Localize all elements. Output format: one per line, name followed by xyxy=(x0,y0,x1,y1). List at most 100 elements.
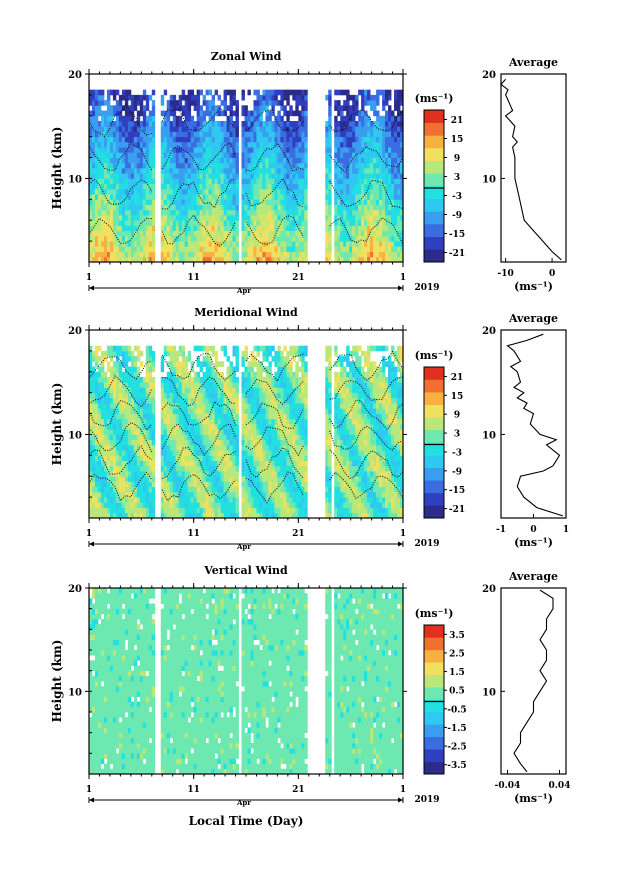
heatmap-cell xyxy=(121,403,126,409)
heatmap-cell xyxy=(94,230,99,237)
heatmap-cell xyxy=(232,131,236,138)
heatmap-cell xyxy=(89,230,93,237)
heatmap-cell xyxy=(106,439,111,446)
heatmap-cell xyxy=(112,199,117,205)
heatmap-cell xyxy=(373,199,377,205)
heatmap-cell xyxy=(136,413,141,420)
heatmap-cell xyxy=(352,147,356,153)
heatmap-cell xyxy=(181,131,186,138)
heatmap-cell xyxy=(235,126,239,132)
heatmap-cell xyxy=(370,178,374,185)
heatmap-cell xyxy=(289,204,293,211)
heatmap-cell xyxy=(220,126,224,132)
heatmap-cell xyxy=(274,147,278,153)
heatmap-cell xyxy=(97,413,102,420)
heatmap-cell xyxy=(160,215,165,221)
heatmap-cell xyxy=(211,147,215,153)
heatmap-cell xyxy=(145,455,150,461)
heatmap-cell xyxy=(133,403,138,409)
heatmap-cell xyxy=(340,136,344,143)
heatmap-cell xyxy=(190,491,195,498)
heatmap-cell xyxy=(142,246,147,252)
heatmap-cell xyxy=(109,136,114,143)
heatmap-cell xyxy=(343,100,347,106)
heatmap-cell xyxy=(400,168,404,174)
heatmap-cell xyxy=(208,413,213,420)
heatmap-cell xyxy=(268,168,272,174)
heatmap-cell xyxy=(211,476,215,482)
heatmap-cell xyxy=(271,110,275,117)
heatmap-cell xyxy=(397,157,401,164)
heatmap-cell xyxy=(235,392,239,399)
heatmap-cell xyxy=(304,183,308,190)
heatmap-cell xyxy=(373,230,377,237)
heatmap-cell xyxy=(127,204,132,211)
heatmap-cell xyxy=(196,476,201,482)
heatmap-cell xyxy=(385,209,389,216)
heatmap-cell xyxy=(391,235,395,242)
heatmap-cell xyxy=(199,230,204,237)
heatmap-cell xyxy=(268,204,272,211)
heatmap-cell xyxy=(298,241,302,247)
heatmap-cell xyxy=(235,418,239,425)
heatmap-cell xyxy=(265,424,269,430)
heatmap-cell xyxy=(367,121,371,127)
heatmap-cell xyxy=(136,403,141,409)
heatmap-cell xyxy=(256,241,260,247)
heatmap-cell xyxy=(187,403,192,409)
heatmap-cell xyxy=(118,220,123,226)
heatmap-cell xyxy=(94,136,99,143)
heatmap-cell xyxy=(94,439,99,446)
heatmap-cell xyxy=(208,460,213,467)
heatmap-cell xyxy=(118,199,123,205)
heatmap-cell xyxy=(370,199,374,205)
heatmap-cell xyxy=(91,512,96,519)
heatmap-cell xyxy=(112,403,117,409)
heatmap-cell xyxy=(355,220,359,226)
heatmap-cell xyxy=(115,126,120,132)
heatmap-cell xyxy=(178,382,183,388)
heatmap-cell xyxy=(139,465,144,472)
heatmap-cell xyxy=(166,225,171,232)
heatmap-cell xyxy=(271,147,275,153)
heatmap-cell xyxy=(184,241,189,247)
heatmap-cell xyxy=(214,157,218,164)
heatmap-cell xyxy=(145,356,150,362)
heatmap-cell xyxy=(220,136,224,143)
heatmap-cell xyxy=(139,439,144,446)
heatmap-cell xyxy=(229,392,233,399)
heatmap-cell xyxy=(217,225,221,232)
heatmap-cell xyxy=(115,460,120,467)
heatmap-cell xyxy=(136,194,141,200)
heatmap-cell xyxy=(91,173,96,179)
heatmap-cell xyxy=(283,225,287,232)
heatmap-cell xyxy=(109,173,114,179)
heatmap-cell xyxy=(196,481,201,488)
heatmap-cell xyxy=(397,235,401,242)
heatmap-cell xyxy=(124,465,129,472)
heatmap-cell xyxy=(355,168,359,174)
heatmap-cell xyxy=(184,403,189,409)
heatmap-cell xyxy=(211,424,215,430)
heatmap-cell xyxy=(232,502,236,508)
heatmap-cell xyxy=(118,162,123,169)
heatmap-cell xyxy=(301,89,305,96)
heatmap-cell xyxy=(280,220,284,226)
heatmap-cell xyxy=(127,225,132,232)
heatmap-cell xyxy=(133,121,138,127)
heatmap-cell xyxy=(148,486,153,493)
heatmap-cell xyxy=(139,152,144,158)
heatmap-cell xyxy=(202,486,207,493)
heatmap-cell xyxy=(127,105,132,111)
heatmap-cell xyxy=(124,110,129,117)
heatmap-cell xyxy=(211,105,215,111)
heatmap-cell xyxy=(283,162,287,169)
heatmap-cell xyxy=(145,429,150,435)
heatmap-cell xyxy=(199,162,204,169)
heatmap-cell xyxy=(184,147,189,153)
heatmap-cell xyxy=(196,115,201,122)
heatmap-cell xyxy=(235,110,239,117)
heatmap-cell xyxy=(151,246,156,252)
heatmap-cell xyxy=(253,220,257,226)
heatmap-cell xyxy=(220,434,224,441)
